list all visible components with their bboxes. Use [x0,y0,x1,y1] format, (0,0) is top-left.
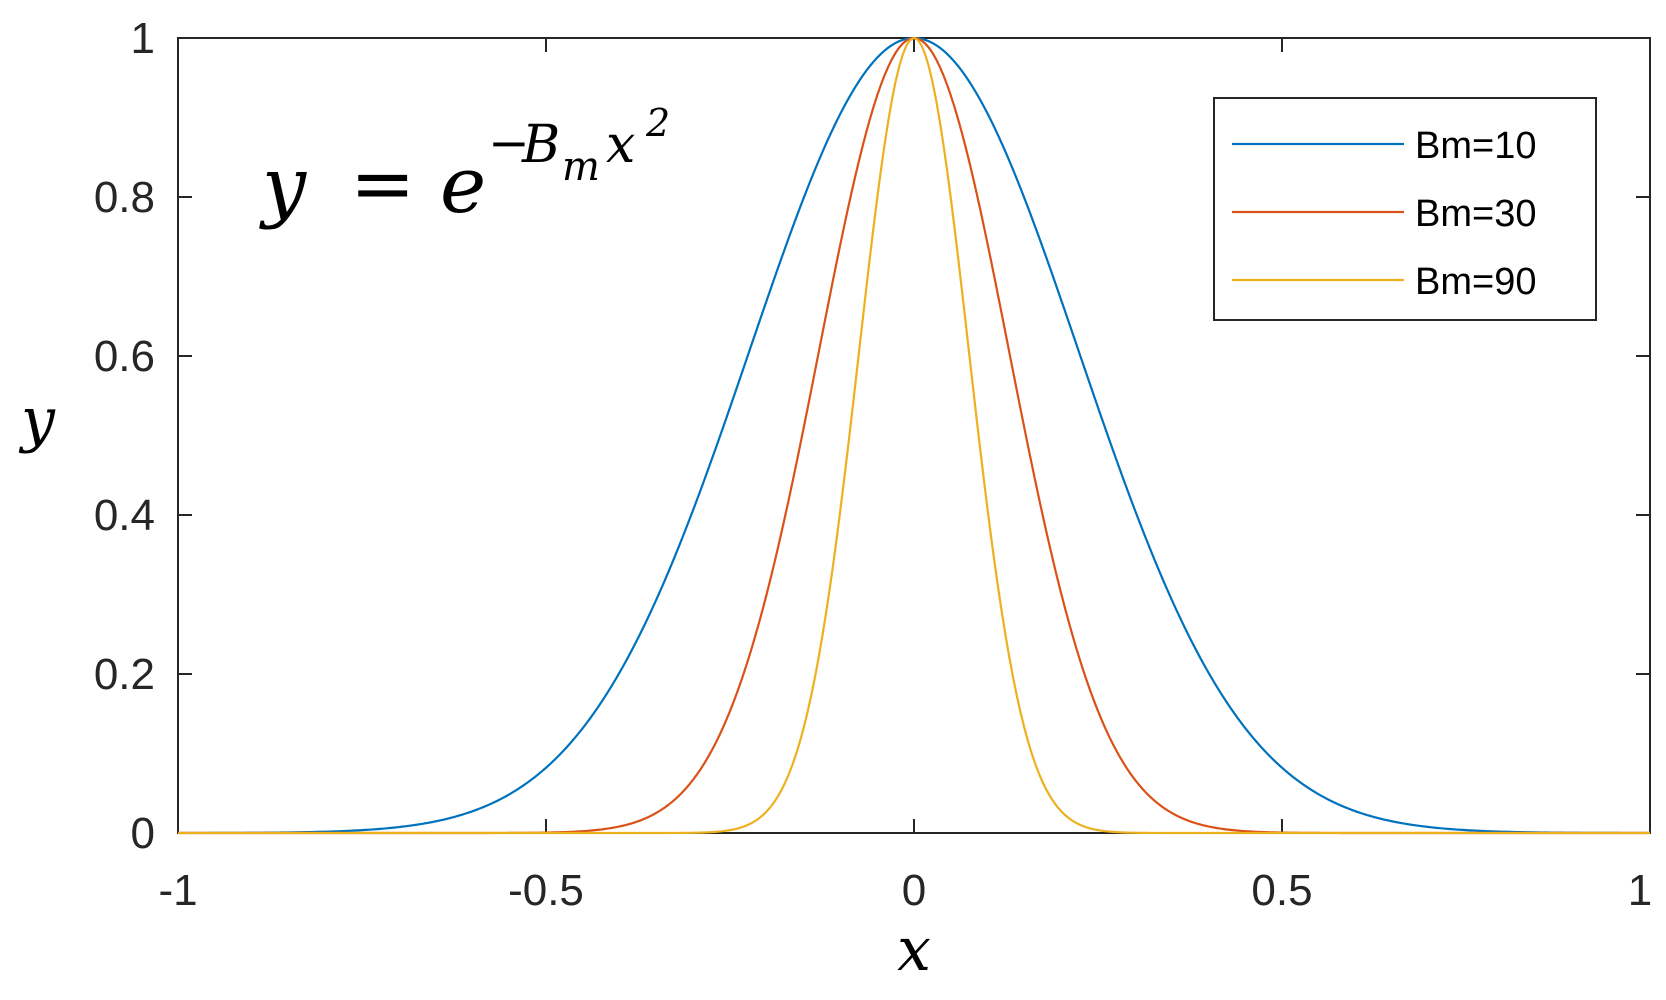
formula-exponent-x: x [606,115,635,175]
formula-exponent-m: m [562,144,600,190]
y-tick-label: 0 [131,809,155,858]
y-tick-label: 0.6 [94,332,155,381]
x-tick-label: 0.5 [1251,866,1312,915]
y-tick-label: 1 [131,14,155,63]
legend-box [1213,97,1597,321]
legend: Bm=10 Bm=30 Bm=90 [1213,97,1597,321]
x-tick-labels: -1 -0.5 0 0.5 1 [158,866,1652,915]
formula-exponent-power: 2 [645,101,670,145]
y-tick-label: 0.2 [94,650,155,699]
legend-label-bm-90: Bm=90 [1415,261,1536,303]
x-tick-label: -1 [158,866,197,915]
y-axis-label: y [18,385,56,455]
formula-equals: = [350,139,415,229]
x-tick-label: 0 [902,866,926,915]
series-line-bm-90 [178,36,1650,835]
formula-base: e [440,141,486,231]
y-tick-labels: 0 0.2 0.4 0.6 0.8 1 [94,14,155,858]
formula-exponent-b: B [521,115,560,175]
y-tick-label: 0.4 [94,491,155,540]
formula-lhs: y [259,141,307,231]
x-tick-label: 1 [1628,866,1652,915]
x-tick-label: -0.5 [508,866,584,915]
x-axis-label: x [897,915,931,985]
series-lines [178,36,1650,835]
legend-label-bm-30: Bm=30 [1415,193,1536,235]
y-tick-label: 0.8 [94,173,155,222]
formula-annotation: y = e − B m x 2 [259,101,670,231]
formula-exponent-sign: − [488,114,530,172]
legend-label-bm-10: Bm=10 [1415,125,1536,167]
